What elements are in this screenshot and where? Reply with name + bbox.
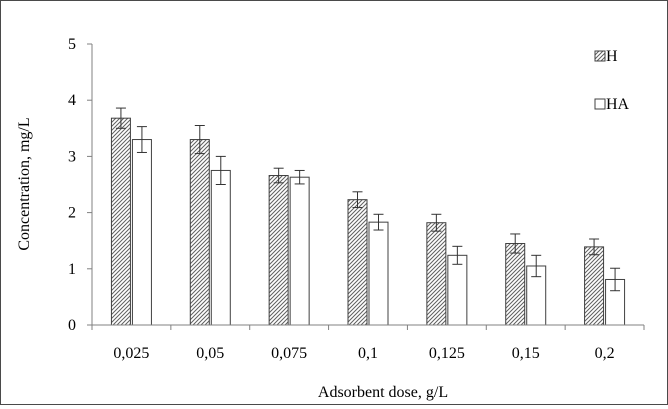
x-tick-label-5: 0,15 (512, 345, 540, 362)
y-tick-label-1: 1 (68, 261, 76, 278)
legend-swatch-ha (594, 98, 606, 110)
bar-h-2 (268, 175, 289, 326)
y-tick-label-4: 4 (68, 92, 76, 109)
bar-h-6 (584, 246, 605, 326)
x-axis-title: Adsorbent dose, g/L (318, 384, 448, 401)
error-bar-h-2 (273, 167, 284, 184)
bar-ha-2 (289, 176, 310, 326)
legend-swatch-h (594, 50, 606, 62)
legend-item-ha: HA (594, 96, 630, 113)
x-tick-label-0: 0,025 (113, 345, 149, 362)
x-tick-label-3: 0,1 (358, 345, 378, 362)
axes: 0 1 2 3 4 5 0,025 0,05 0,075 0,1 0,125 0,15 0,2 (68, 36, 645, 362)
legend: H HA (594, 48, 630, 113)
error-bar-ha-2 (294, 169, 305, 185)
y-tick-label-3: 3 (68, 148, 76, 165)
x-tick-label-1: 0,05 (196, 345, 224, 362)
x-tick-label-6: 0,2 (595, 345, 615, 362)
x-tick-label-4: 0,125 (429, 345, 465, 362)
bar-h-5 (505, 243, 526, 326)
error-bar-h-3 (352, 191, 363, 209)
error-bar-ha-5 (531, 254, 542, 278)
error-bar-h-0 (115, 107, 126, 129)
bar-ha-1 (210, 169, 231, 326)
error-bar-h-6 (589, 238, 600, 256)
bar-ha-3 (368, 221, 389, 326)
y-tick-label-2: 2 (68, 205, 76, 222)
y-tick-label-5: 5 (68, 36, 76, 53)
error-bar-ha-3 (373, 213, 384, 231)
bar-h-0 (110, 117, 131, 326)
error-bar-h-5 (510, 233, 521, 254)
error-bar-ha-0 (136, 126, 147, 153)
bar-h-3 (347, 199, 368, 326)
y-axis-title: Concentration, mg/L (16, 117, 33, 250)
bar-h-1 (189, 139, 210, 326)
x-tick-label-2: 0,075 (271, 345, 307, 362)
error-bar-h-1 (194, 124, 205, 155)
legend-label-h: H (606, 48, 618, 65)
legend-item-h: H (594, 48, 618, 65)
legend-label-ha: HA (606, 96, 630, 113)
bar-h-4 (426, 222, 447, 326)
error-bar-ha-6 (610, 267, 621, 292)
error-bar-ha-4 (452, 245, 463, 265)
y-tick-label-0: 0 (68, 317, 76, 334)
bar-ha-4 (447, 254, 468, 326)
bar-ha-0 (131, 139, 152, 326)
plot-area (110, 107, 626, 326)
error-bar-ha-1 (215, 155, 226, 185)
error-bar-h-4 (431, 213, 442, 232)
